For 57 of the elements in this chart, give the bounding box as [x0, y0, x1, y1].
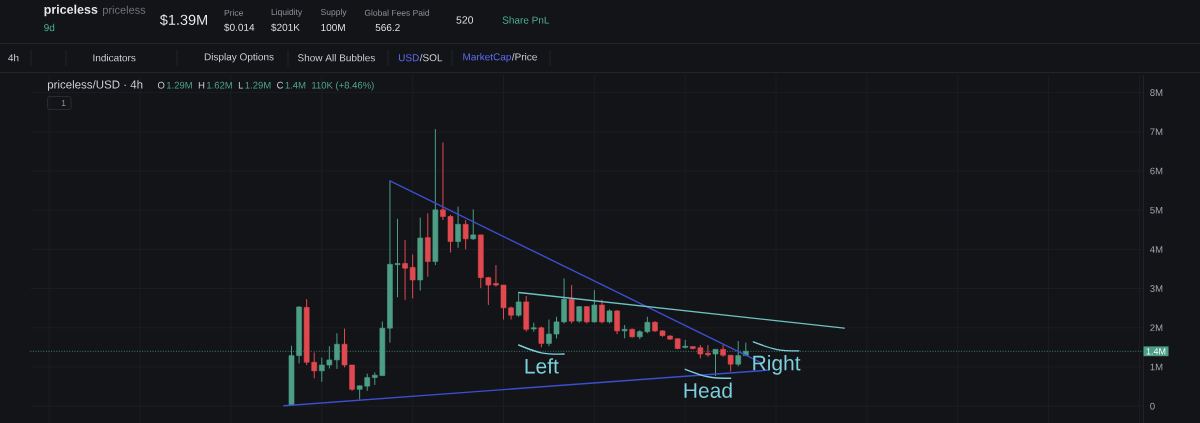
text: priceless [44, 4, 98, 17]
text: 566.2 [375, 23, 400, 32]
text: $201K [271, 23, 300, 32]
y-tick-label: 1M [1150, 363, 1163, 371]
text: MarketCap [463, 53, 511, 63]
y-tick-label: 8M [1150, 89, 1163, 96]
candlestick [735, 340, 742, 367]
y-tick-label: 2M [1150, 324, 1163, 332]
candlestick [402, 239, 408, 301]
candlestick [409, 253, 416, 299]
y-tick-label: 6M [1150, 167, 1163, 175]
text: Share PnL [502, 16, 550, 24]
y-tick-label: 5M [1150, 206, 1163, 214]
series-label: Left [525, 358, 559, 374]
annotation: 1.4M [285, 81, 306, 89]
text: Display Options [204, 53, 274, 63]
text: priceless [103, 5, 146, 17]
text: USD [398, 54, 419, 62]
text: Liquidity [271, 8, 303, 17]
text: $0.014 [224, 23, 255, 32]
series-label: Right [753, 355, 801, 375]
candlestick [515, 292, 522, 318]
y-tick-label: 0 [1150, 402, 1155, 410]
y-tick-label: 7M [1150, 128, 1163, 136]
text: Indicators [93, 54, 136, 62]
annotation: O [157, 81, 165, 89]
text: 100M [321, 23, 345, 32]
y-tick-label: 4M [1150, 246, 1163, 253]
text: Price [224, 9, 243, 16]
annotation: L [238, 81, 244, 89]
candlestick [455, 206, 461, 249]
text: Show All Bubbles [297, 54, 375, 62]
annotation: 1.29M [245, 81, 271, 89]
text: 520 [456, 16, 474, 24]
text: 4h [8, 54, 19, 62]
candlestick [614, 309, 620, 335]
candlestick [568, 284, 575, 324]
chart-title: priceless/USD · 4h [47, 80, 143, 91]
annotation: 1.29M [166, 81, 192, 89]
annotation: C [277, 81, 284, 89]
text: Supply [321, 8, 347, 17]
annotation: H [198, 81, 205, 89]
candlestick [591, 289, 598, 324]
annotation: 110K (+8.46%) [312, 81, 374, 91]
text: $1.39M [159, 14, 207, 26]
candlestick [462, 219, 469, 250]
text: 9d [44, 23, 55, 32]
annotation: 1 [61, 100, 66, 106]
y-tick-label: 3M [1150, 285, 1163, 292]
candlestick [470, 208, 477, 241]
candlestick [424, 212, 431, 278]
text: /SOL [419, 53, 443, 62]
annotation: 1.62M [207, 81, 232, 89]
text: Global Fees Paid [364, 9, 430, 16]
text: /Price [511, 53, 537, 61]
series-label: Head [684, 382, 732, 398]
ref-line-label: 1.4M [1146, 348, 1166, 355]
